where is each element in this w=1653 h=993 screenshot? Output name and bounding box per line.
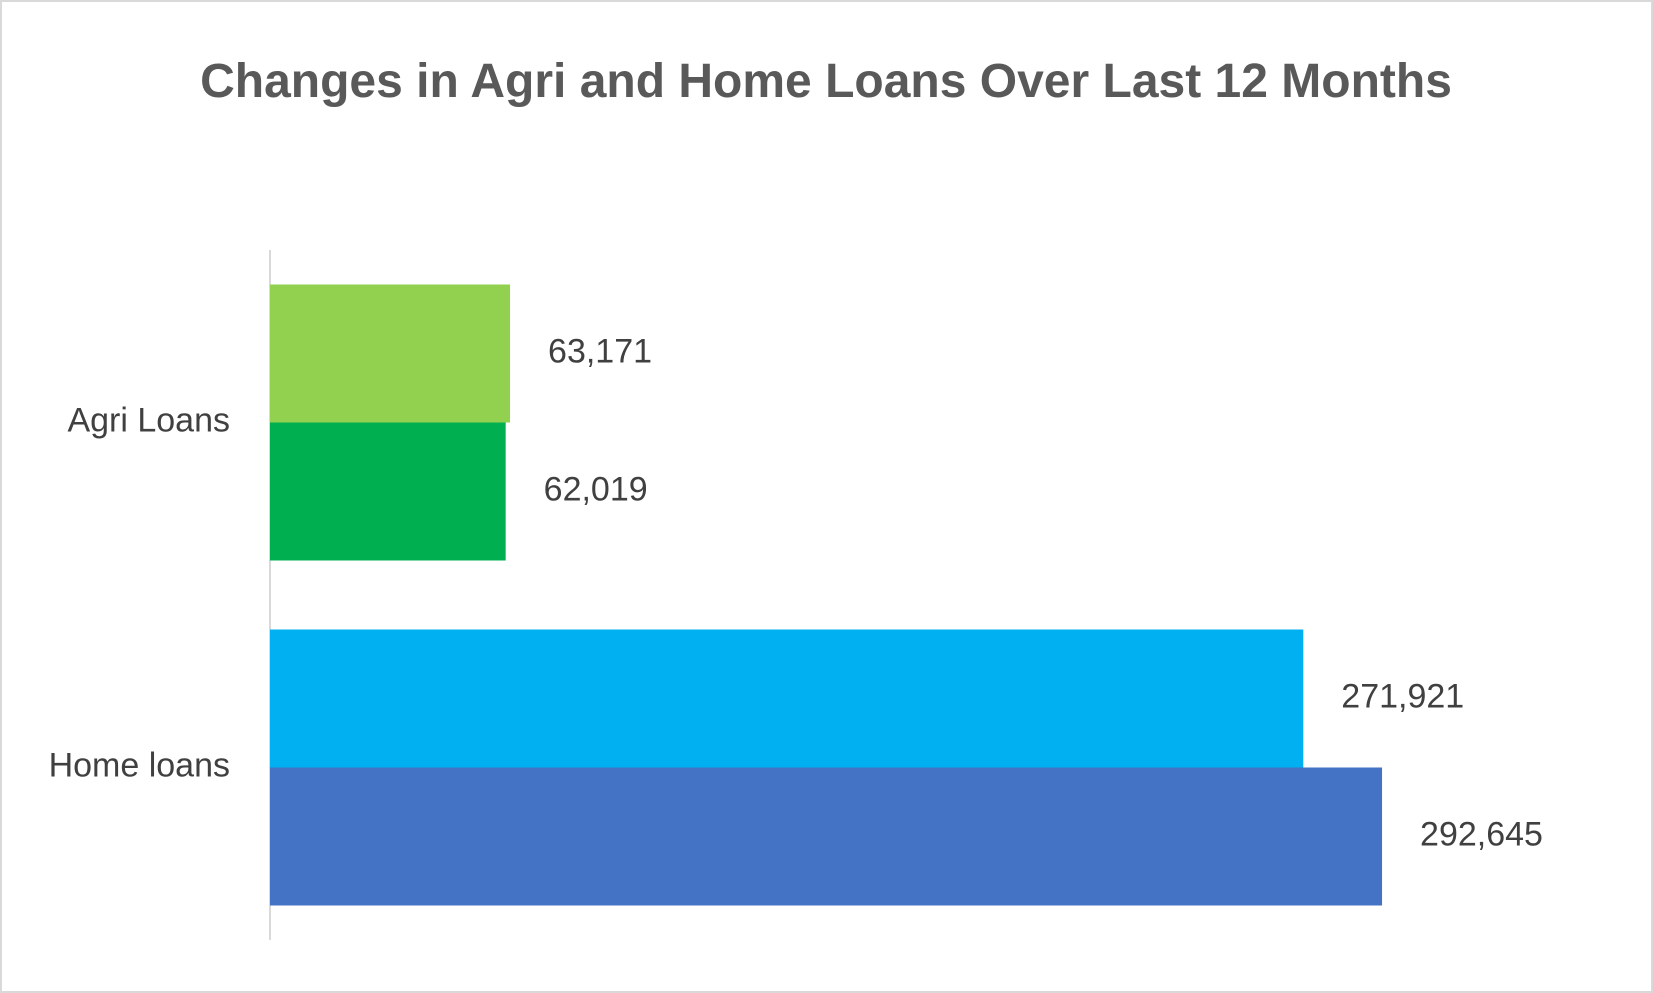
bar (270, 284, 511, 423)
bar (270, 629, 1304, 768)
y-tick-label: Home loans (49, 746, 230, 784)
bar (270, 422, 506, 561)
data-label: 63,171 (548, 332, 652, 370)
data-label: 62,019 (544, 470, 648, 508)
y-tick-label: Agri Loans (67, 401, 230, 439)
chart-title: Changes in Agri and Home Loans Over Last… (200, 55, 1452, 108)
data-label: 292,645 (1420, 815, 1543, 853)
bar (270, 767, 1383, 906)
data-label: 271,921 (1341, 677, 1464, 715)
